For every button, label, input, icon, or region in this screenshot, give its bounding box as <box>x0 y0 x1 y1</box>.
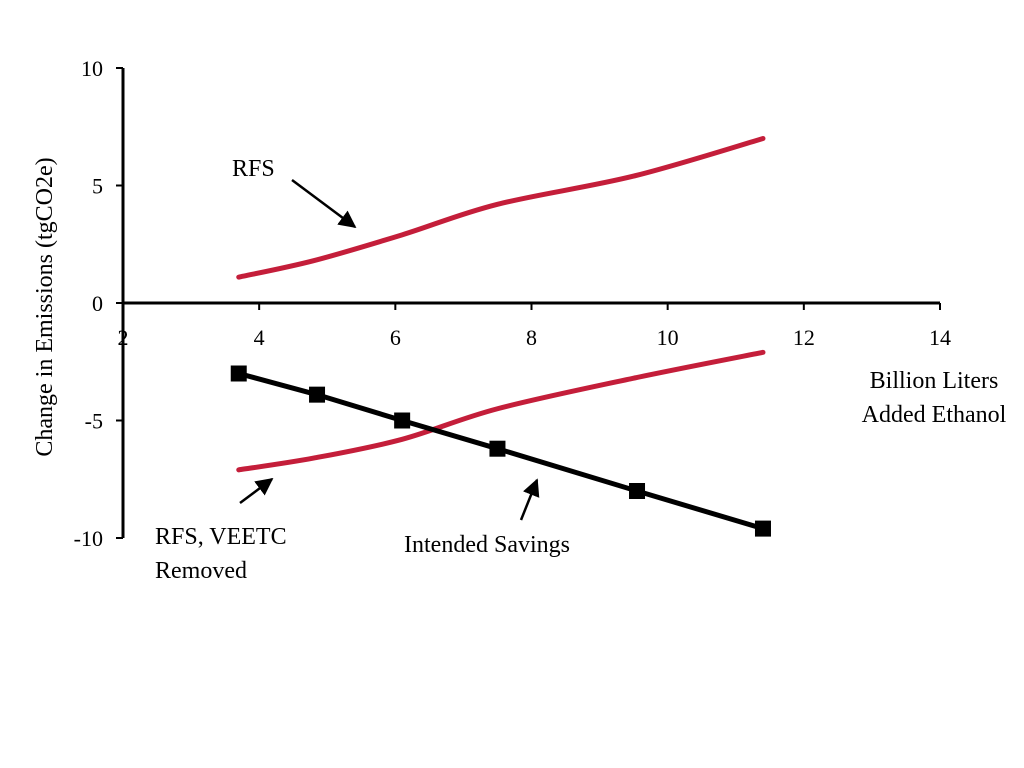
y-tick-label: 5 <box>92 174 103 199</box>
x-tick-label: 2 <box>118 325 129 350</box>
x-axis-title-line1: Billion Liters <box>870 368 999 394</box>
series-label-rfs-veetc-line2: Removed <box>155 558 247 584</box>
y-tick-label: -5 <box>85 409 103 434</box>
y-tick-label: 10 <box>81 56 103 81</box>
series-line-intended-savings <box>238 371 764 531</box>
series-label-rfs: RFS <box>232 156 275 182</box>
series-label-rfs-veetc-line1: RFS, VEETC <box>155 524 287 550</box>
y-tick-label: 0 <box>92 291 103 316</box>
y-axis-title: Change in Emissions (tgCO2e) <box>32 157 58 456</box>
arrow-rfs-veetc <box>239 477 274 504</box>
series-line-rfs <box>236 136 766 280</box>
axes: 10 5 0 -5 -10 2 4 6 8 10 12 14 Change in Emissions (… <box>32 56 1007 551</box>
x-tick-label: 8 <box>526 325 537 350</box>
data-point-intended-savings <box>489 440 506 457</box>
annotations: RFS RFS, VEETC Removed Intended Savings <box>155 156 570 584</box>
series-line-rfs-veetc-removed <box>236 349 766 473</box>
x-tick-label: 4 <box>254 325 265 350</box>
series-label-intended-savings: Intended Savings <box>404 532 570 558</box>
data-point-intended-savings <box>629 483 646 499</box>
series-lines <box>230 136 771 537</box>
data-point-intended-savings <box>309 386 326 403</box>
x-tick-label: 12 <box>793 325 815 350</box>
x-tick-label: 14 <box>929 325 951 350</box>
arrow-rfs <box>291 178 357 229</box>
x-tick-label: 10 <box>657 325 679 350</box>
data-point-intended-savings <box>394 412 411 429</box>
x-tick-label: 6 <box>390 325 401 350</box>
y-tick-label: -10 <box>74 526 103 551</box>
data-point-intended-savings <box>230 365 247 382</box>
arrow-intended-savings <box>519 478 540 521</box>
data-point-intended-savings <box>754 520 771 537</box>
x-axis-title-line2: Added Ethanol <box>862 402 1007 428</box>
